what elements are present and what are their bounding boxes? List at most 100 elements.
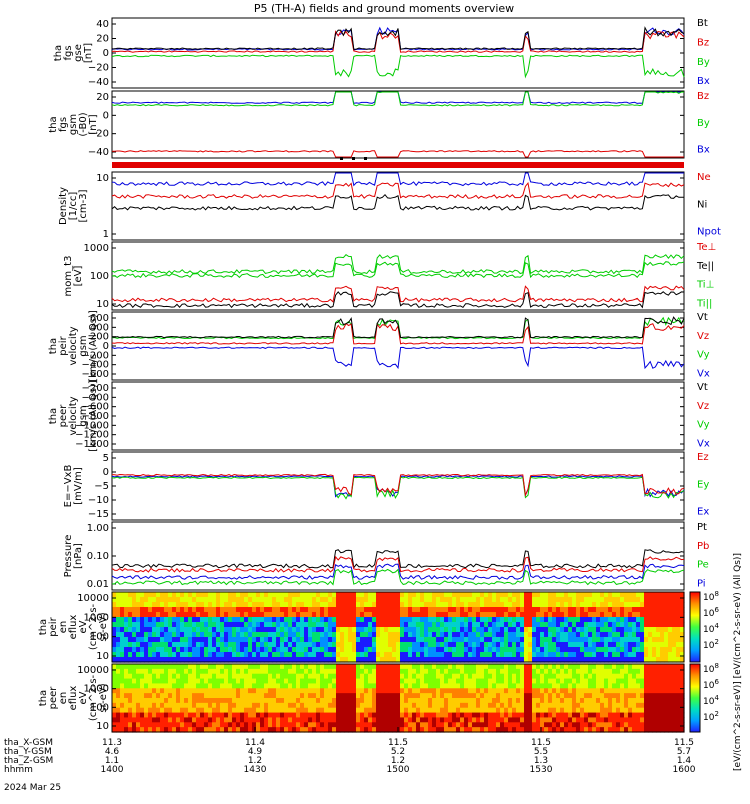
spectrogram-cell [568, 707, 573, 714]
spectrogram-cell [576, 602, 581, 608]
spectrogram-cell [176, 688, 181, 694]
spectrogram-cell [300, 693, 305, 699]
spectrogram-cell [624, 607, 629, 613]
spectrogram-cell [632, 727, 637, 733]
spectrogram-cell [592, 717, 597, 723]
spectrogram-cell [444, 652, 449, 658]
spectrogram-cell [364, 707, 369, 714]
spectrogram-cell [644, 657, 649, 663]
spectrogram-cell [528, 597, 533, 603]
spectrogram-cell [292, 597, 297, 603]
spectrogram-cell [340, 622, 345, 628]
spectrogram-cell [680, 592, 685, 598]
spectrogram-cell [300, 712, 305, 719]
spectrogram-cell [588, 612, 593, 618]
spectrogram-cell [396, 717, 401, 723]
spectrogram-cell [124, 642, 129, 648]
spectrogram-cell [560, 657, 565, 663]
spectrogram-cell [376, 668, 381, 675]
spectrogram-cell [492, 602, 497, 608]
spectrogram-cell [300, 612, 305, 618]
spectrogram-cell [400, 702, 405, 709]
spectrogram-cell [536, 597, 541, 603]
spectrogram-cell [608, 637, 613, 643]
spectrogram-cell [660, 717, 665, 723]
spectrogram-cell [312, 727, 317, 733]
spectrogram-cell [284, 702, 289, 709]
spectrogram-cell [620, 678, 625, 685]
spectrogram-cell [588, 678, 593, 685]
spectrogram-cell [580, 642, 585, 648]
spectrogram-cell [632, 717, 637, 723]
spectrogram-cell [244, 642, 249, 648]
spectrogram-cell [336, 668, 341, 675]
spectrogram-cell [148, 592, 153, 598]
spectrogram-cell [416, 617, 421, 623]
spectrogram-cell [660, 617, 665, 623]
spectrogram-cell [628, 597, 633, 603]
spectrogram-cell [132, 632, 137, 638]
spectrogram-cell [404, 657, 409, 663]
spectrogram-cell [128, 727, 133, 733]
spectrogram-cell [332, 642, 337, 648]
spectrogram-cell [220, 622, 225, 628]
spectrogram-cell [388, 652, 393, 658]
spectrogram-cell [404, 622, 409, 628]
spectrogram-cell [164, 652, 169, 658]
spectrogram-cell [668, 678, 673, 685]
spectrogram-cell [260, 597, 265, 603]
spectrogram-cell [580, 664, 585, 670]
spectrogram-cell [224, 657, 229, 663]
spectrogram-cell [348, 727, 353, 733]
spectrogram-cell [460, 617, 465, 623]
legend-item: Bz [697, 37, 709, 48]
spectrogram-cell [492, 668, 497, 675]
spectrogram-cell [532, 642, 537, 648]
spectrogram-cell [668, 712, 673, 719]
spectrogram-cell [172, 642, 177, 648]
spectrogram-cell [564, 664, 569, 670]
spectrogram-cell [244, 722, 249, 728]
spectrogram-cell [240, 727, 245, 733]
spectrogram-cell [308, 717, 313, 723]
spectrogram-cell [296, 627, 301, 633]
spectrogram-cell [212, 622, 217, 628]
spectrogram-cell [228, 617, 233, 623]
spectrogram-cell [252, 693, 257, 699]
spectrogram-cell [360, 602, 365, 608]
spectrogram-cell [204, 597, 209, 603]
spectrogram-cell [248, 647, 253, 653]
spectrogram-cell [260, 722, 265, 728]
spectrogram-cell [288, 722, 293, 728]
spectrogram-cell [244, 668, 249, 675]
spectrogram-cell [496, 712, 501, 719]
spectrogram-cell [224, 642, 229, 648]
spectrogram-cell [256, 668, 261, 675]
spectrogram-cell [196, 683, 201, 689]
spectrogram-cell [452, 673, 457, 680]
spectrogram-cell [656, 592, 661, 598]
spectrogram-cell [528, 683, 533, 689]
spectrogram-cell [636, 652, 641, 658]
spectrogram-cell [188, 683, 193, 689]
spectrogram-cell [400, 607, 405, 613]
spectrogram-cell [220, 702, 225, 709]
spectrogram-cell [364, 622, 369, 628]
spectrogram-cell [608, 657, 613, 663]
spectrogram-cell [628, 717, 633, 723]
spectrogram-cell [588, 688, 593, 694]
spectrogram-cell [532, 627, 537, 633]
spectrogram-cell [448, 652, 453, 658]
spectrogram-cell [640, 717, 645, 723]
spectrogram-cell [340, 717, 345, 723]
spectrogram-cell [388, 698, 393, 704]
spectrogram-cell [516, 592, 521, 598]
spectrogram-cell [392, 683, 397, 689]
spectrogram-cell [164, 597, 169, 603]
spectrogram-cell [212, 722, 217, 728]
spectrogram-cell [344, 617, 349, 623]
spectrogram-cell [604, 722, 609, 728]
spectrogram-cell [596, 592, 601, 598]
spectrogram-cell [588, 647, 593, 653]
spectrogram-cell [532, 617, 537, 623]
